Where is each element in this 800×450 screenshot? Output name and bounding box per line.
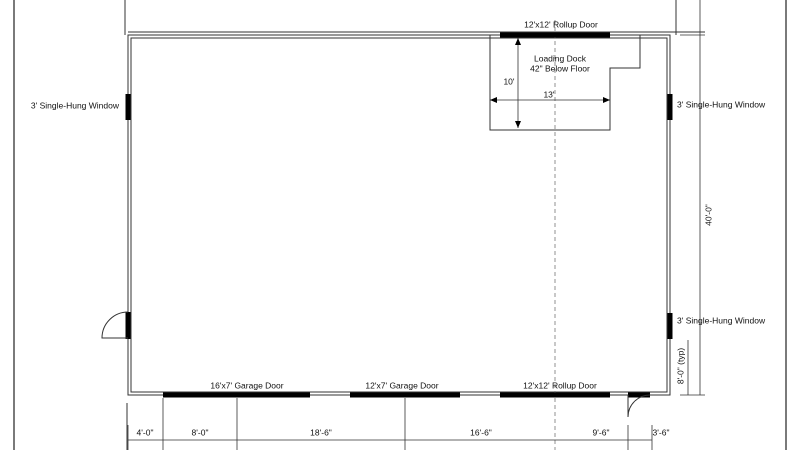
building-inner-wall	[130, 37, 668, 393]
window-label: 3' Single-Hung Window	[31, 100, 120, 110]
dimension-label: 8'-0"	[192, 427, 209, 437]
side-dimension: 40'-0"	[703, 204, 713, 226]
dimension-label: 18'-6"	[310, 427, 332, 437]
bottom-dimension-lines	[127, 398, 653, 450]
dock-length: 10'	[503, 76, 514, 86]
window-label: 3' Single-Hung Window	[677, 99, 766, 109]
top-door-label: 12'x12' Rollup Door	[524, 19, 598, 29]
building-outline	[127, 34, 671, 396]
man-door	[101, 311, 131, 339]
dock-depth: 42" Below Floor	[530, 63, 590, 73]
door-label: 12'x12' Rollup Door	[523, 380, 597, 390]
door-label: 12'x7' Garage Door	[365, 380, 438, 390]
loading-dock	[489, 35, 641, 131]
dock-width: 13'	[543, 89, 554, 99]
bottom-man-door	[627, 392, 651, 418]
frame-lines	[13, 0, 787, 450]
door-label: 16'x7' Garage Door	[210, 380, 283, 390]
dock-title: Loading Dock	[534, 53, 587, 63]
side-dimension-lines	[680, 0, 705, 396]
window-label: 3' Single-Hung Window	[677, 315, 766, 325]
window-offset: 8'-0" (typ)	[675, 348, 685, 384]
dimension-label: 9'-6"	[593, 427, 610, 437]
dimension-label: 16'-6"	[470, 427, 492, 437]
dimension-label: 4'-0"	[137, 427, 154, 437]
dimension-label: 3'-6"	[653, 427, 670, 437]
